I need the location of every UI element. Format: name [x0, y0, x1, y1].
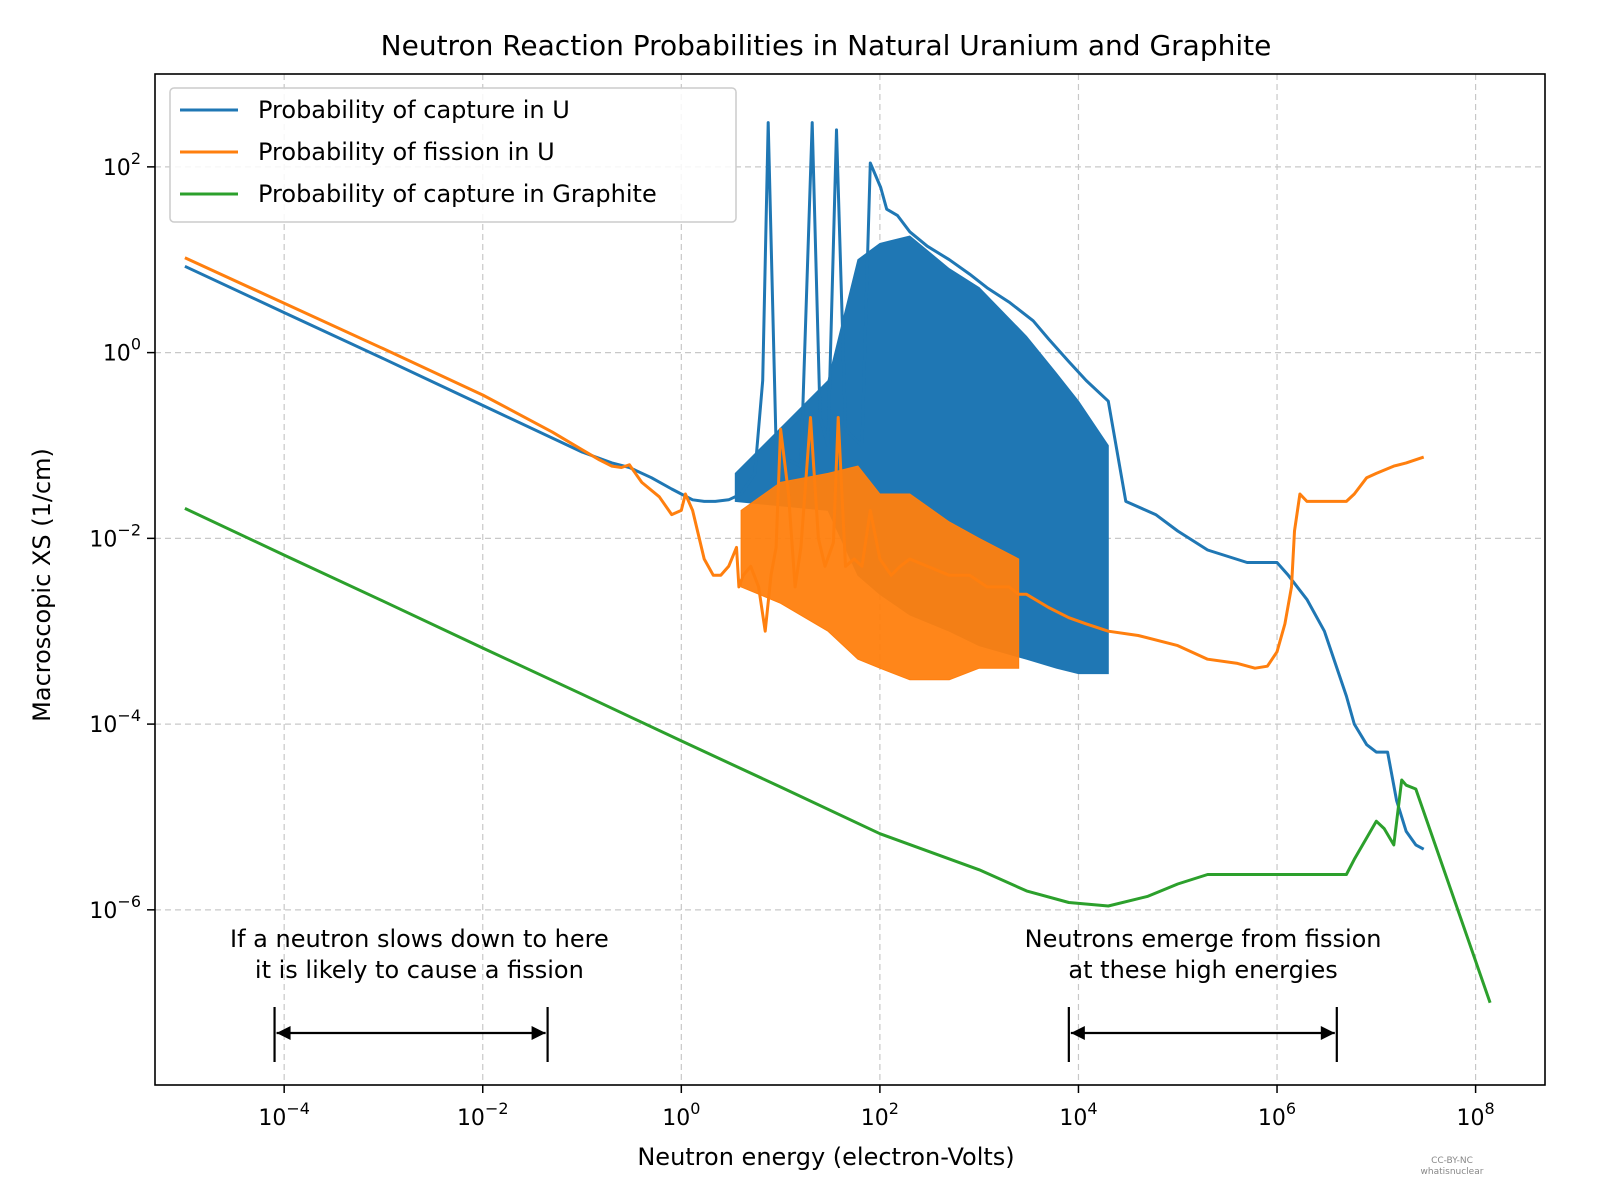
resonance-band-probability-of-fission-in-u: [740, 465, 1020, 681]
legend-label-fission-u: Probability of fission in U: [258, 138, 555, 166]
legend: Probability of capture in U Probability …: [169, 87, 737, 223]
annotation-arrowhead-left: [1070, 1026, 1085, 1040]
annotation-arrowhead-right: [531, 1026, 546, 1040]
series-line-probability-of-capture-in-graphite: [184, 507, 1492, 1004]
series-layer: [184, 121, 1492, 1004]
x-tick-label: 100: [662, 1099, 700, 1131]
x-axis-label: Neutron energy (electron-Volts): [637, 1143, 1014, 1171]
chart-title: Neutron Reaction Probabilities in Natura…: [381, 29, 1272, 62]
y-axis-label: Macroscopic XS (1/cm): [28, 448, 56, 722]
annotation-text: If a neutron slows down to here: [230, 925, 609, 953]
band-layer: [734, 235, 1109, 681]
x-tick-label: 108: [1457, 1099, 1495, 1131]
annotation-text: Neutrons emerge from fission: [1025, 925, 1382, 953]
x-tick-label: 102: [861, 1099, 899, 1131]
credit-line-2: whatisnuclear: [1421, 1167, 1484, 1177]
credit-line-1: CC-BY-NC: [1431, 1156, 1473, 1166]
annotation-text: at these high energies: [1068, 956, 1337, 984]
annotation-arrowhead-left: [276, 1026, 291, 1040]
series-line-probability-of-fission-in-u: [184, 256, 1425, 670]
y-tick-label: 10−6: [89, 892, 141, 924]
series-line-probability-of-capture-in-u: [184, 121, 1425, 851]
annotation-arrowhead-right: [1320, 1026, 1335, 1040]
plot-area-frame: [154, 73, 1546, 1086]
y-tick-label: 102: [103, 149, 141, 181]
x-tick-label: 106: [1258, 1099, 1296, 1131]
legend-label-capture-u: Probability of capture in U: [258, 96, 570, 124]
x-tick-label: 10−4: [258, 1099, 310, 1131]
y-tick-label: 10−2: [89, 520, 141, 552]
legend-label-capture-graphite: Probability of capture in Graphite: [258, 180, 657, 208]
tick-layer: 10−4 10−2 100 102 104 106 108 10−6 10−4 10−2 100 10…: [89, 149, 1494, 1131]
x-tick-label: 104: [1059, 1099, 1097, 1131]
y-tick-label: 10−4: [89, 706, 141, 738]
x-tick-label: 10−2: [457, 1099, 509, 1131]
legend-box: [169, 87, 737, 223]
annotation-layer: If a neutron slows down to here it is lik…: [230, 925, 1382, 1062]
annotation-text: it is likely to cause a fission: [255, 956, 584, 984]
y-tick-label: 100: [103, 335, 141, 367]
